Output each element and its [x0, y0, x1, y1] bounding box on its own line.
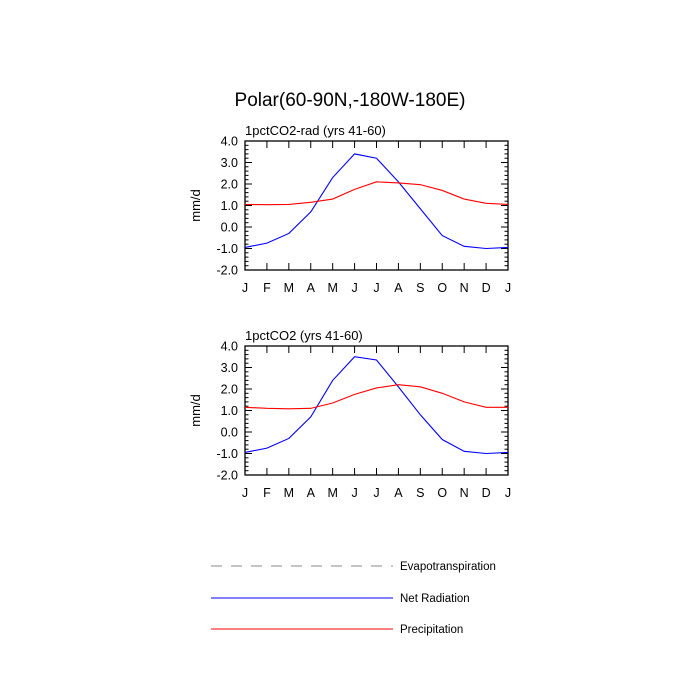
y-axis-label: mm/d	[188, 189, 203, 222]
y-tick-label: 4.0	[221, 340, 238, 354]
series-line-precipitation	[244, 181, 509, 206]
y-tick-label: -2.0	[216, 469, 238, 483]
y-axis-label: mm/d	[188, 394, 203, 427]
y-tick-label: -1.0	[216, 242, 238, 256]
x-tick-label: J	[242, 281, 248, 295]
x-tick-label: A	[307, 486, 316, 500]
x-tick-label: S	[416, 281, 424, 295]
x-tick-label: N	[460, 486, 469, 500]
figure-title: Polar(60-90N,-180W-180E)	[235, 90, 466, 111]
x-tick-label: J	[351, 486, 357, 500]
x-tick-label: N	[460, 281, 469, 295]
chart-panels: 1pctCO2-rad (yrs 41-60) mm/d 4.0 3.0 2.0 1.0 0…	[188, 123, 511, 500]
x-tick-label: A	[394, 486, 403, 500]
y-tick-label: 2.0	[221, 383, 238, 397]
plot-frame	[244, 140, 509, 271]
x-tick-label: A	[394, 281, 403, 295]
y-tick-label: 1.0	[221, 199, 238, 213]
x-tick-label: F	[263, 281, 271, 295]
y-tick-label: -1.0	[216, 447, 238, 461]
x-tick-label: M	[327, 486, 337, 500]
x-tick-label: M	[284, 486, 294, 500]
legend-label: Net Radiation	[400, 593, 470, 605]
panel-title: 1pctCO2 (yrs 41-60)	[245, 328, 363, 343]
y-tick-label: 2.0	[221, 178, 238, 192]
series-line-precipitation	[244, 384, 508, 410]
y-tick-label: 0.0	[221, 426, 238, 440]
x-tick-label: O	[437, 486, 447, 500]
x-tick-label: F	[263, 486, 271, 500]
x-tick-label: M	[284, 281, 294, 295]
panel-title: 1pctCO2-rad (yrs 41-60)	[245, 123, 386, 138]
y-tick-label: 4.0	[221, 135, 238, 149]
x-tick-label: J	[373, 281, 379, 295]
x-tick-label: J	[242, 486, 248, 500]
x-tick-label: J	[505, 281, 511, 295]
series-line-net-radiation	[244, 153, 509, 250]
plot-frame	[244, 345, 509, 476]
series-line-net-radiation	[244, 356, 509, 455]
chart-panel-1: 1pctCO2-rad (yrs 41-60) mm/d 4.0 3.0 2.0 1.0 0…	[188, 123, 511, 295]
x-tick-label: O	[437, 281, 447, 295]
x-tick-label: S	[416, 486, 424, 500]
x-tick-label: J	[373, 486, 379, 500]
x-tick-label: J	[505, 486, 511, 500]
y-tick-label: 3.0	[221, 361, 238, 375]
y-tick-label: 3.0	[221, 156, 238, 170]
legend: Evapotranspiration Net Radiation Precipita…	[211, 561, 496, 636]
x-tick-label: D	[482, 281, 491, 295]
x-tick-label: A	[307, 281, 316, 295]
y-tick-label: 0.0	[221, 221, 238, 235]
x-tick-label: D	[482, 486, 491, 500]
legend-label: Evapotranspiration	[400, 561, 496, 573]
y-tick-label: 1.0	[221, 404, 238, 418]
chart-panel-2: 1pctCO2 (yrs 41-60) mm/d 4.0 3.0 2.0 1.0 0.0 -1…	[188, 328, 511, 500]
y-tick-label: -2.0	[216, 264, 238, 278]
legend-label: Precipitation	[400, 624, 463, 636]
x-tick-label: J	[351, 281, 357, 295]
x-tick-label: M	[327, 281, 337, 295]
